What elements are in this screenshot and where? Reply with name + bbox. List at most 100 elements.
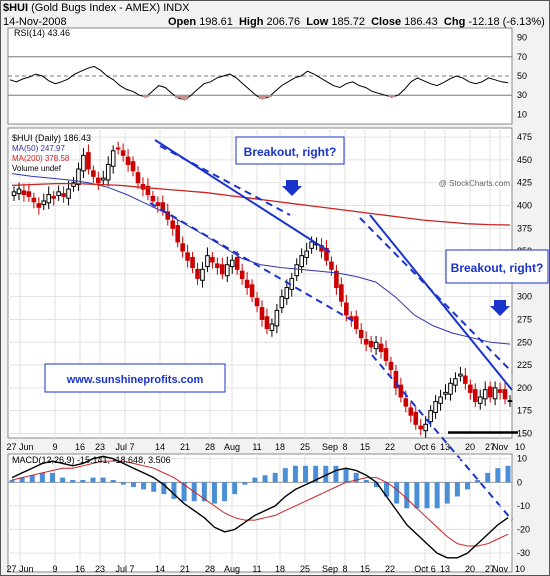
macd-histogram-bar	[384, 482, 390, 497]
candle-body	[472, 389, 478, 403]
candle-body	[443, 391, 448, 395]
macd-histogram-bar	[475, 479, 481, 483]
candle-body	[170, 220, 176, 229]
candle-body	[502, 389, 508, 400]
candle-body	[458, 373, 463, 377]
macd-x-tick-label: 27	[485, 564, 495, 574]
macd-histogram-bar	[404, 482, 410, 509]
breakout-box-1	[235, 136, 345, 165]
macd-histogram-bar	[171, 482, 177, 499]
price-x-tick-label: 21	[180, 442, 190, 452]
macd-x-tick-label: 18	[275, 564, 285, 574]
macd-histogram-bar	[120, 482, 126, 485]
candle-body	[279, 296, 285, 309]
candle-body	[463, 375, 468, 384]
candle-body	[423, 423, 428, 432]
price-legend-hui: $HUI (Daily) 186.43	[12, 133, 91, 143]
candle-body	[86, 152, 91, 170]
macd-tick-label: 0	[517, 477, 522, 487]
exchange: INDX	[163, 2, 190, 14]
macd-histogram-bar	[19, 477, 25, 483]
down-arrow-icon: ▼	[548, 16, 550, 28]
macd-x-tick-label: 8	[342, 564, 347, 574]
candle-body	[224, 264, 230, 277]
rsi-tick-label: 90	[517, 33, 527, 43]
candle-body	[105, 163, 111, 181]
candle-body	[234, 256, 240, 270]
macd-histogram-bar	[252, 477, 258, 483]
rsi-legend: RSI(14) 43.46	[14, 28, 70, 38]
price-x-tick-label: 28	[205, 442, 215, 452]
website-box	[44, 363, 226, 393]
high-value: 206.76	[266, 16, 301, 28]
candle-body	[269, 323, 275, 331]
price-x-tick-label: Nov	[492, 442, 509, 452]
candle-body	[185, 252, 190, 261]
macd-x-tick-label: 10	[515, 564, 525, 574]
macd-histogram-bar	[232, 482, 238, 495]
macd-histogram-bar	[394, 482, 400, 504]
candle-body	[259, 307, 265, 320]
macd-histogram-bar	[151, 482, 157, 492]
candle-body	[135, 172, 141, 184]
trendline-dashed-2a	[359, 217, 513, 373]
candle-body	[56, 191, 61, 196]
symbol: $HUI	[3, 2, 29, 14]
candle-body	[363, 339, 369, 345]
candle-body	[239, 270, 245, 279]
candle-body	[368, 340, 374, 348]
candle-body	[190, 256, 195, 268]
macd-x-tick-label: Aug	[224, 564, 240, 574]
candle-body	[120, 150, 126, 156]
macd-x-tick-label: 11	[252, 564, 261, 574]
macd-histogram-bar	[211, 482, 217, 504]
candle-body	[264, 316, 270, 330]
price-legend-ma200: MA(200) 378.58	[12, 154, 70, 163]
candle-body	[175, 225, 180, 243]
candle-body	[81, 154, 86, 172]
macd-histogram-bar	[222, 482, 228, 502]
macd-histogram-bar	[100, 477, 106, 483]
open-value: 198.61	[199, 16, 233, 28]
trendline-dashed-1a	[159, 145, 291, 216]
chart-date: 14-Nov-2008	[3, 16, 67, 28]
candle-body	[91, 170, 96, 177]
macd-histogram-bar	[141, 482, 147, 490]
candle-body	[244, 279, 250, 289]
candle-body	[378, 343, 384, 352]
candle-body	[11, 191, 17, 196]
price-tick-label: 200	[517, 383, 532, 393]
macd-legend: MACD(12,26,9) -15.141, -18.648, 3.506	[12, 455, 171, 465]
candle-body	[408, 407, 414, 416]
price-x-tick-label: 13	[440, 442, 450, 452]
candle-body	[507, 400, 513, 403]
candle-body	[388, 361, 394, 371]
macd-histogram-bar	[343, 468, 349, 483]
macd-histogram-bar	[495, 468, 501, 483]
macd-x-tick-label: 9	[52, 564, 57, 574]
candle-body	[26, 191, 32, 197]
candle-body	[249, 284, 255, 298]
down-arrow-icon	[490, 300, 510, 316]
macd-histogram-bar	[130, 482, 136, 488]
candle-body	[36, 203, 42, 208]
index-name: (Gold Bugs Index - AMEX)	[31, 2, 161, 14]
candle-body	[477, 396, 483, 404]
candle-body	[299, 255, 304, 268]
macd-tick-label: -10	[517, 501, 530, 511]
price-x-tick-label: 27 Jun	[6, 442, 33, 452]
price-x-tick-label: 18	[275, 442, 285, 452]
macd-signal-line	[11, 460, 509, 547]
candle-body	[418, 425, 424, 430]
macd-x-tick-label: 23	[95, 564, 105, 574]
macd-histogram-bar	[181, 482, 187, 502]
candle-body	[145, 185, 151, 196]
candle-body	[51, 195, 56, 199]
price-x-tick-label: Jul 7	[115, 442, 134, 452]
macd-x-tick-label: 21	[180, 564, 190, 574]
macd-histogram-bar	[29, 475, 35, 483]
macd-histogram-bar	[9, 479, 15, 483]
rsi-tick-label: 70	[517, 52, 527, 62]
macd-histogram-bar	[454, 482, 460, 497]
